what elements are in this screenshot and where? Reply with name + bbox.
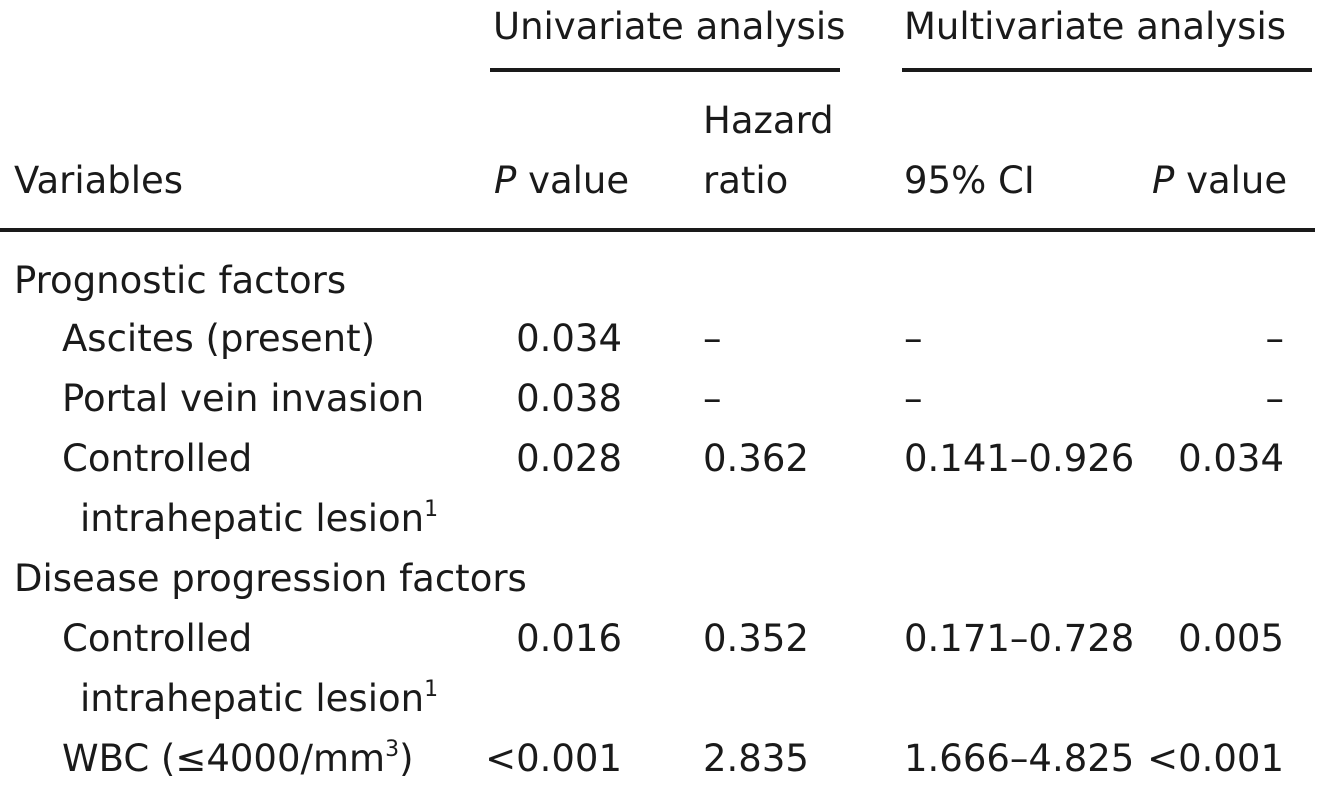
- group-rule-multivariate: [902, 68, 1312, 72]
- row-hr-controlled2: 0.352: [703, 617, 809, 660]
- group-header-univariate: Univariate analysis: [493, 5, 846, 48]
- row-p-multi-controlled2: 0.005: [1178, 617, 1284, 660]
- row-ci-wbc: 1.666–4.825: [904, 737, 1135, 780]
- row-p-multi-controlled: 0.034: [1178, 437, 1284, 480]
- row-p-multi-portal-vein: –: [1265, 377, 1285, 420]
- col-header-p-value-multi: P value: [1152, 162, 1287, 199]
- col-header-p2-italic: P: [1152, 159, 1175, 202]
- row-p-uni-controlled2: 0.016: [516, 617, 622, 660]
- group-rule-univariate: [490, 68, 840, 72]
- row-ci-portal-vein: –: [904, 377, 923, 420]
- row-hr-portal-vein: –: [703, 377, 722, 420]
- row-ci-controlled: 0.141–0.926: [904, 437, 1135, 480]
- col-header-hazard-line2: ratio: [703, 159, 789, 202]
- row-variable-ascites: Ascites (present): [62, 317, 376, 360]
- row-p-uni-wbc: <0.001: [485, 737, 622, 780]
- group-header-multivariate: Multivariate analysis: [904, 5, 1287, 48]
- col-header-hazard-line1: Hazard: [703, 99, 834, 142]
- row-variable-wbc-pre: WBC (≤4000/mm: [62, 737, 386, 780]
- row-hr-controlled: 0.362: [703, 437, 809, 480]
- row-hr-ascites: –: [703, 317, 722, 360]
- section-label-prognostic: Prognostic factors: [14, 259, 347, 302]
- col-header-p2-rest: value: [1174, 159, 1288, 202]
- row-ci-ascites: –: [904, 317, 923, 360]
- row-variable-wbc-post: ): [399, 737, 414, 780]
- row-p-uni-portal-vein: 0.038: [516, 377, 622, 420]
- row-variable-wbc-sup: 3: [385, 737, 400, 762]
- row-p-uni-ascites: 0.034: [516, 317, 622, 360]
- row-hr-wbc: 2.835: [703, 737, 809, 780]
- row-variable-wbc: WBC (≤4000/mm3): [62, 737, 414, 780]
- row-variable-controlled2-line1: Controlled: [62, 617, 253, 660]
- row-p-multi-ascites: –: [1265, 317, 1285, 360]
- row-ci-controlled2: 0.171–0.728: [904, 617, 1135, 660]
- col-header-p-italic: P: [494, 159, 517, 202]
- row-p-multi-wbc: <0.001: [1147, 737, 1284, 780]
- footnote-marker: 1: [424, 497, 439, 522]
- row-variable-controlled-line1: Controlled: [62, 437, 253, 480]
- row-p-uni-controlled: 0.028: [516, 437, 622, 480]
- row-variable-controlled2-line2-text: intrahepatic lesion: [80, 677, 425, 720]
- footnote-marker: 1: [424, 677, 439, 702]
- col-header-variables: Variables: [14, 159, 184, 202]
- col-header-p-value: P value: [494, 162, 629, 199]
- row-variable-portal-vein: Portal vein invasion: [62, 377, 425, 420]
- row-variable-controlled2-line2: intrahepatic lesion1: [80, 677, 439, 720]
- row-variable-controlled-line2-text: intrahepatic lesion: [80, 497, 425, 540]
- row-variable-controlled-line2: intrahepatic lesion1: [80, 497, 439, 540]
- section-label-disease-progression: Disease progression factors: [14, 557, 527, 600]
- col-header-p-rest: value: [516, 159, 630, 202]
- header-rule: [0, 228, 1315, 232]
- col-header-ci: 95% CI: [904, 159, 1035, 202]
